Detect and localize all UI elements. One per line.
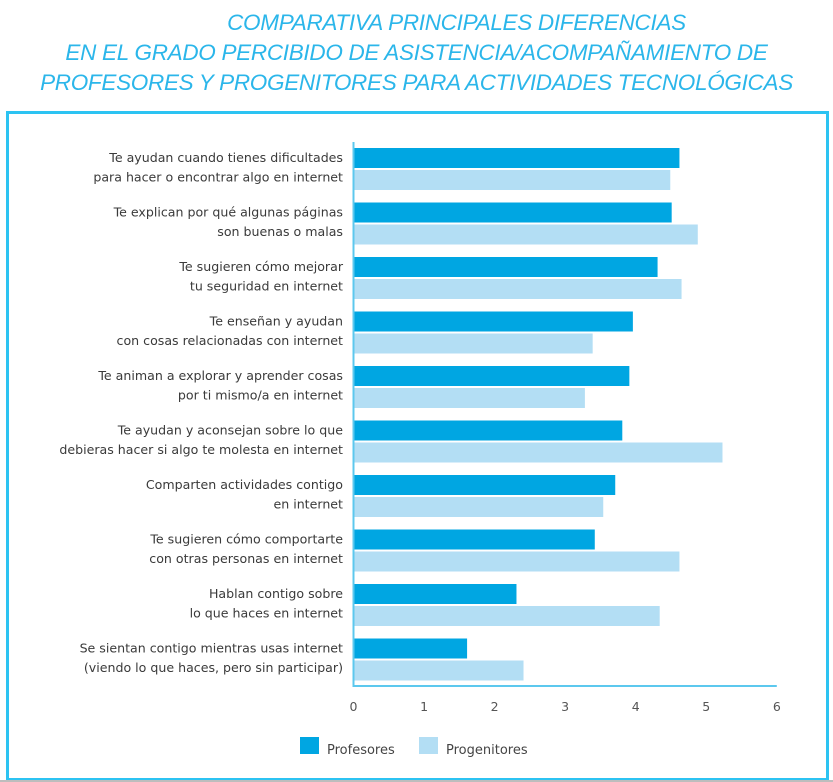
category-label: en internet	[273, 497, 343, 512]
category-label: debieras hacer si algo te molesta en int…	[59, 442, 343, 457]
category-label: Se sientan contigo mientras usas interne…	[80, 641, 343, 656]
bar-progenitores	[353, 497, 604, 517]
bar-progenitores	[353, 551, 680, 572]
category-label: lo que haces en internet	[190, 606, 343, 621]
title-line-3: PROFESORES Y PROGENITORES PARA ACTIVIDAD…	[40, 70, 793, 95]
legend: Profesores Progenitores	[300, 737, 528, 758]
category-label: (viendo lo que haces, pero sin participa…	[84, 660, 343, 675]
chart-frame	[6, 111, 829, 781]
bar-progenitores	[353, 170, 671, 190]
bar-profesores	[353, 148, 680, 168]
bar-profesores	[353, 420, 623, 441]
category-label: Te explican por qué algunas páginas	[113, 205, 343, 220]
legend-label-profesores: Profesores	[327, 743, 395, 758]
bar-progenitores	[353, 660, 524, 681]
category-label: Te sugieren cómo comportarte	[149, 532, 343, 547]
legend-label-progenitores: Progenitores	[446, 743, 528, 758]
bar-profesores	[353, 638, 468, 659]
legend-swatch-profesores	[300, 737, 319, 754]
bar-profesores	[353, 584, 517, 604]
bar-profesores	[353, 366, 630, 386]
bar-progenitores	[353, 224, 698, 245]
bar-progenitores	[353, 279, 682, 299]
category-label: Hablan contigo sobre	[209, 586, 343, 601]
category-label: Te sugieren cómo mejorar	[178, 259, 343, 274]
legend-swatch-progenitores	[419, 737, 438, 754]
category-label: son buenas o malas	[217, 224, 343, 239]
bar-progenitores	[353, 333, 593, 354]
bar-progenitores	[353, 442, 723, 463]
bar-profesores	[353, 475, 616, 495]
category-label: para hacer o encontrar algo en internet	[93, 170, 343, 185]
category-label: Te ayudan y aconsejan sobre lo que	[117, 423, 344, 438]
x-tick-labels: 0 1 2 3 4 5 6	[350, 699, 781, 714]
bar-profesores	[353, 257, 658, 277]
category-label: tu seguridad en internet	[190, 279, 343, 294]
category-label: Te enseñan y ayudan	[209, 314, 343, 329]
chart-title: COMPARATIVA PRINCIPALES DIFERENCIAS EN E…	[0, 8, 833, 98]
x-tick-label: 0	[350, 699, 358, 714]
category-label: Te ayudan cuando tienes dificultades	[108, 150, 343, 165]
bar-profesores	[353, 311, 633, 332]
bar-profesores	[353, 202, 672, 223]
x-tick-label: 1	[420, 699, 428, 714]
x-tick-label: 4	[632, 699, 640, 714]
category-label: con otras personas en internet	[149, 551, 343, 566]
category-label: Te animan a explorar y aprender cosas	[97, 368, 343, 383]
bar-progenitores	[353, 606, 660, 626]
x-tick-label: 2	[491, 699, 499, 714]
axes	[352, 142, 777, 687]
bars	[353, 148, 723, 681]
title-line-1: COMPARATIVA PRINCIPALES DIFERENCIAS	[227, 10, 686, 35]
category-label: por ti mismo/a en internet	[178, 388, 343, 403]
x-tick-label: 5	[702, 699, 710, 714]
category-label: Comparten actividades contigo	[146, 477, 343, 492]
bar-profesores	[353, 529, 595, 550]
page-bottom-divider	[0, 780, 833, 782]
bar-progenitores	[353, 388, 585, 408]
title-line-2: EN EL GRADO PERCIBIDO DE ASISTENCIA/ACOM…	[65, 40, 768, 65]
category-label: con cosas relacionadas con internet	[117, 333, 344, 348]
x-tick-label: 6	[773, 699, 781, 714]
x-tick-label: 3	[561, 699, 569, 714]
category-labels: Te ayudan cuando tienes dificultades para…	[59, 150, 343, 675]
